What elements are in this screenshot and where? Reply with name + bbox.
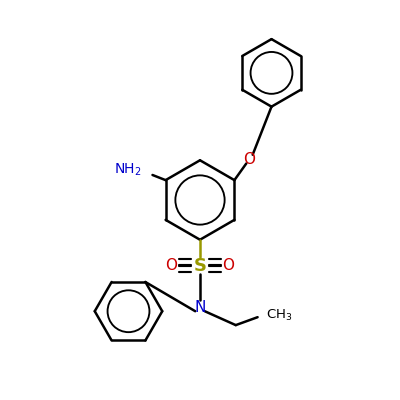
Text: CH$_3$: CH$_3$	[266, 308, 292, 323]
Text: O: O	[223, 258, 234, 273]
Text: N: N	[194, 300, 206, 315]
Text: O: O	[166, 258, 178, 273]
Text: NH$_2$: NH$_2$	[114, 162, 142, 178]
Text: S: S	[194, 256, 206, 274]
Text: O: O	[244, 152, 256, 167]
